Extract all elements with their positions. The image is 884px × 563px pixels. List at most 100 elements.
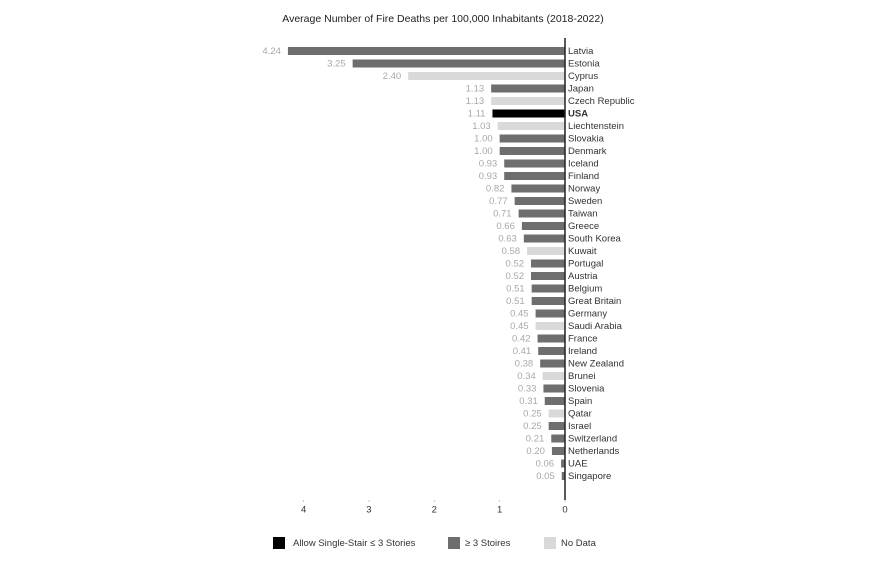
value-label: 0.93 [479, 171, 498, 182]
value-label: 0.51 [506, 284, 525, 295]
bar [523, 234, 565, 243]
value-label: 0.38 [515, 359, 534, 370]
category-label: Liechtenstein [568, 121, 624, 132]
bar [511, 184, 565, 193]
value-label: 0.31 [519, 396, 538, 407]
value-label: 0.41 [513, 346, 532, 357]
bar [548, 409, 565, 418]
bar [518, 209, 565, 218]
x-tick-label: 0 [562, 505, 567, 516]
category-label: Brunei [568, 371, 595, 382]
value-label: 1.13 [466, 96, 485, 107]
bar [408, 72, 565, 80]
x-tick-label: 2 [432, 505, 437, 516]
bar [531, 272, 565, 280]
bar [492, 109, 565, 118]
value-label: 1.03 [472, 121, 491, 132]
value-label: 0.06 [536, 459, 555, 470]
value-label: 0.34 [517, 371, 536, 382]
category-label: Denmark [568, 146, 607, 157]
x-tick-label: 3 [366, 505, 371, 516]
bar [561, 459, 565, 468]
bar [499, 147, 565, 155]
bar [287, 47, 565, 55]
bar [544, 397, 565, 405]
value-label: 0.51 [506, 296, 525, 307]
category-label: Iceland [568, 159, 599, 170]
bar [535, 322, 565, 330]
bar [548, 422, 565, 430]
category-label: Cyprus [568, 71, 598, 82]
category-label: Spain [568, 396, 592, 407]
category-label: Kuwait [568, 246, 597, 257]
legend-label: ≥ 3 Stoires [465, 538, 511, 549]
x-tick-label: 1 [497, 505, 502, 516]
value-label: 0.05 [536, 471, 555, 482]
legend-swatch [448, 537, 460, 549]
category-label: Ireland [568, 346, 597, 357]
value-label: 0.93 [479, 159, 498, 170]
category-label: Greece [568, 221, 599, 232]
value-label: 0.20 [526, 446, 545, 457]
category-label: Israel [568, 421, 591, 432]
category-label: Saudi Arabia [568, 321, 623, 332]
bar [514, 197, 565, 205]
category-label: France [568, 334, 598, 345]
category-label: Great Britain [568, 296, 621, 307]
category-label: Austria [568, 271, 598, 282]
bar [561, 472, 565, 480]
bar [491, 84, 565, 93]
value-label: 0.33 [518, 384, 537, 395]
bar [531, 284, 565, 293]
category-label: UAE [568, 459, 588, 470]
category-label: Finland [568, 171, 599, 182]
category-label: Estonia [568, 59, 600, 70]
bar [531, 297, 565, 305]
bar [497, 122, 565, 130]
value-label: 0.52 [506, 271, 525, 282]
value-label: 0.45 [510, 309, 529, 320]
bar [540, 359, 565, 368]
value-label: 0.77 [489, 196, 508, 207]
value-label: 0.82 [486, 184, 505, 195]
value-label: 0.25 [523, 421, 542, 432]
category-label: Netherlands [568, 446, 619, 457]
category-label: Latvia [568, 46, 594, 57]
chart-title: Average Number of Fire Deaths per 100,00… [282, 13, 603, 25]
bar [535, 309, 565, 318]
value-label: 1.00 [474, 134, 493, 145]
category-label: Switzerland [568, 434, 617, 445]
bar [542, 372, 565, 380]
category-label: New Zealand [568, 359, 624, 370]
bar [352, 59, 565, 68]
category-label: Slovakia [568, 134, 605, 145]
value-label: 0.63 [498, 234, 517, 245]
value-label: 2.40 [383, 71, 402, 82]
value-label: 3.25 [327, 59, 346, 70]
legend-label: Allow Single-Stair ≤ 3 Stories [293, 538, 416, 549]
x-tick-label: 4 [301, 505, 306, 516]
value-label: 0.42 [512, 334, 531, 345]
value-label: 0.52 [506, 259, 525, 270]
bar [527, 247, 565, 255]
value-label: 0.71 [493, 209, 512, 220]
bar [504, 172, 565, 180]
value-label: 1.11 [468, 109, 486, 120]
category-label: Slovenia [568, 384, 605, 395]
category-label: South Korea [568, 234, 622, 245]
value-label: 1.00 [474, 146, 493, 157]
legend-swatch [273, 537, 285, 549]
category-label: Singapore [568, 471, 611, 482]
category-label: USA [568, 109, 588, 120]
value-label: 0.45 [510, 321, 529, 332]
category-label: Portugal [568, 259, 603, 270]
value-label: 1.13 [466, 84, 485, 95]
bar [531, 259, 565, 268]
category-label: Norway [568, 184, 600, 195]
legend-swatch [544, 537, 556, 549]
category-label: Qatar [568, 409, 592, 420]
bar [543, 384, 565, 393]
bar [538, 347, 565, 355]
